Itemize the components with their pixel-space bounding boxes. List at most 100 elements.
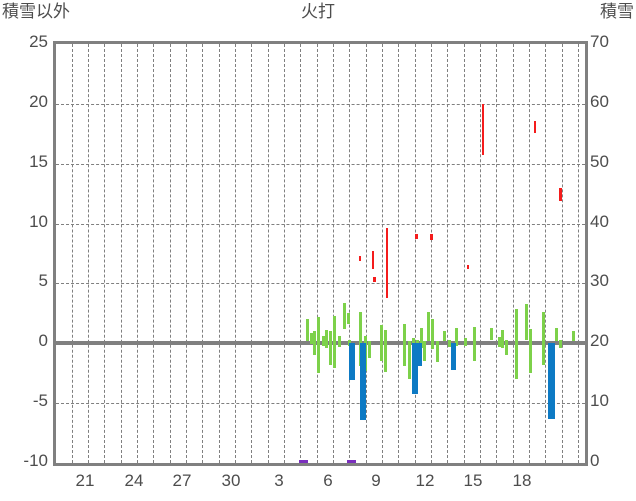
vertical-gridline [545, 44, 547, 463]
chart-bar [372, 251, 374, 270]
chart-bar [525, 303, 528, 340]
chart-bar [313, 331, 316, 356]
vertical-gridline [480, 44, 481, 463]
x-axis-tick-label: 3 [274, 471, 284, 490]
chart-bar [534, 120, 536, 133]
chart-bar [349, 343, 355, 381]
vertical-gridline [284, 44, 285, 463]
chart-bar [412, 343, 418, 394]
chart-bar [467, 265, 469, 270]
vertical-gridline [251, 44, 253, 463]
left-axis-tick-label: -5 [32, 391, 48, 411]
horizontal-gridline [56, 283, 585, 285]
chart-bar [448, 339, 451, 347]
vertical-gridline [71, 44, 73, 463]
x-axis-tick-label: 6 [323, 471, 333, 490]
vertical-gridline [447, 44, 449, 463]
chart-bar [359, 255, 361, 261]
chart-bar [559, 187, 562, 201]
chart-bar [423, 340, 426, 362]
chart-bar [464, 338, 467, 346]
chart-bar [333, 315, 336, 369]
left-axis-tick-label: 20 [29, 91, 48, 111]
vertical-gridline [235, 44, 236, 463]
chart-bar [505, 339, 508, 356]
chart-bar [420, 327, 423, 349]
left-axis-tick-label: 0 [38, 331, 48, 351]
x-axis-tick-label: 9 [371, 471, 381, 490]
chart-bar [403, 324, 406, 367]
chart-bar [408, 340, 411, 380]
vertical-gridline [120, 44, 122, 463]
vertical-gridline [496, 44, 498, 463]
horizontal-gridline [56, 403, 585, 405]
zero-line [56, 341, 585, 346]
vertical-gridline [561, 44, 563, 463]
chart-bar [384, 330, 387, 372]
chart-bar [416, 339, 419, 346]
left-axis-tick-label: 10 [29, 211, 48, 231]
vertical-gridline [529, 44, 530, 463]
vertical-gridline [153, 44, 155, 463]
chart-bar [436, 340, 439, 363]
vertical-gridline [382, 44, 383, 463]
chart-bar [329, 331, 332, 365]
vertical-gridline [88, 44, 89, 463]
x-axis-tick-label: 15 [463, 471, 483, 490]
plot-area [53, 41, 588, 466]
chart-bar [348, 339, 351, 346]
vertical-gridline [349, 44, 351, 463]
right-axis-title: 積雪 [600, 2, 634, 21]
x-axis-tick-label: 30 [221, 471, 241, 490]
chart-bar [501, 330, 504, 349]
plot-inner [56, 44, 585, 463]
right-axis-tick-label: 50 [590, 151, 609, 171]
chart-bar [548, 343, 555, 419]
vertical-gridline [512, 44, 514, 463]
vertical-gridline [218, 44, 220, 463]
chart-bar [322, 336, 325, 346]
vertical-gridline [431, 44, 432, 463]
chart-bar [451, 343, 456, 370]
chart-bar [359, 312, 362, 367]
chart-bar [515, 308, 518, 380]
horizontal-gridline [56, 163, 585, 165]
right-axis-tick-label: 20 [590, 331, 609, 351]
vertical-gridline [169, 44, 171, 463]
chart-bar [306, 319, 309, 341]
chart-bar [430, 234, 433, 241]
chart-bar [555, 327, 558, 341]
vertical-gridline [267, 44, 269, 463]
chart-bar [343, 302, 346, 329]
vertical-gridline [463, 44, 465, 463]
chart-bar [443, 331, 446, 341]
x-axis-event-mark [347, 460, 356, 463]
vertical-gridline [398, 44, 400, 463]
vertical-gridline [578, 44, 579, 463]
chart-bar [559, 339, 562, 349]
vertical-gridline [202, 44, 204, 463]
chart-bar [455, 327, 458, 346]
chart-bar [431, 319, 434, 350]
chart-bar [347, 313, 350, 325]
right-axis-tick-label: 60 [590, 91, 609, 111]
chart-bar [473, 326, 476, 362]
chart-bar [415, 234, 418, 240]
vertical-gridline [333, 44, 334, 463]
chart-bar [317, 316, 320, 374]
chart-bar [482, 103, 484, 156]
chart-bar [325, 330, 328, 349]
left-axis-tick-label: 5 [38, 271, 48, 291]
chart-bar [427, 312, 430, 341]
chart-bar [338, 336, 341, 347]
vertical-gridline [137, 44, 138, 463]
chart-bar [310, 332, 313, 345]
x-axis-tick-label: 21 [75, 471, 95, 490]
vertical-gridline [104, 44, 106, 463]
chart-bar [490, 327, 493, 340]
chart-bar [373, 277, 376, 283]
chart-bar [368, 340, 371, 358]
x-axis-tick-label: 18 [512, 471, 532, 490]
left-axis-tick-label: 15 [29, 151, 48, 171]
